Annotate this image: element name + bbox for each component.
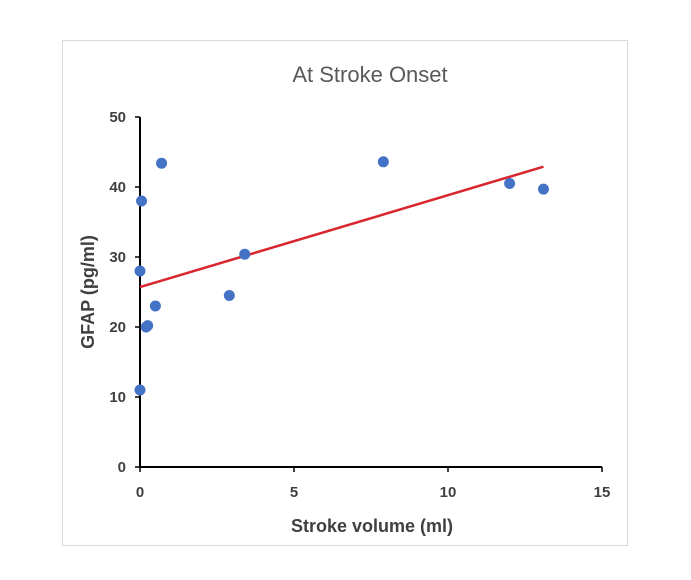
data-point [134,265,146,277]
y-tick-label: 20 [109,319,126,336]
y-tick-label: 40 [109,179,126,196]
data-point [504,178,516,189]
trendline [139,165,544,289]
x-tick-label: 5 [290,484,298,501]
data-point [136,195,148,207]
y-tick-label: 0 [118,459,126,476]
trendline-layer [139,165,544,289]
data-point [223,290,235,301]
x-tick-label: 15 [594,484,611,501]
data-point [377,156,389,168]
points-layer [134,156,549,396]
data-point [239,248,251,260]
data-point [134,384,146,396]
x-tick-label: 10 [440,484,457,501]
data-point [142,320,154,332]
y-axis-title: GFAP (pg/ml) [78,235,98,349]
y-tick-label: 50 [109,109,126,126]
data-point [537,183,549,195]
axes [135,116,603,472]
x-tick-label: 0 [136,484,144,501]
data-point [149,300,161,312]
tick-labels: 0 5 10 15 0 10 20 30 40 50 [109,109,610,501]
y-tick-label: 30 [109,249,126,266]
x-axis-title: Stroke volume (ml) [291,516,453,536]
y-tick-label: 10 [109,389,126,406]
chart-title: At Stroke Onset [292,62,447,87]
chart-frame [62,40,628,546]
data-point [156,157,168,169]
